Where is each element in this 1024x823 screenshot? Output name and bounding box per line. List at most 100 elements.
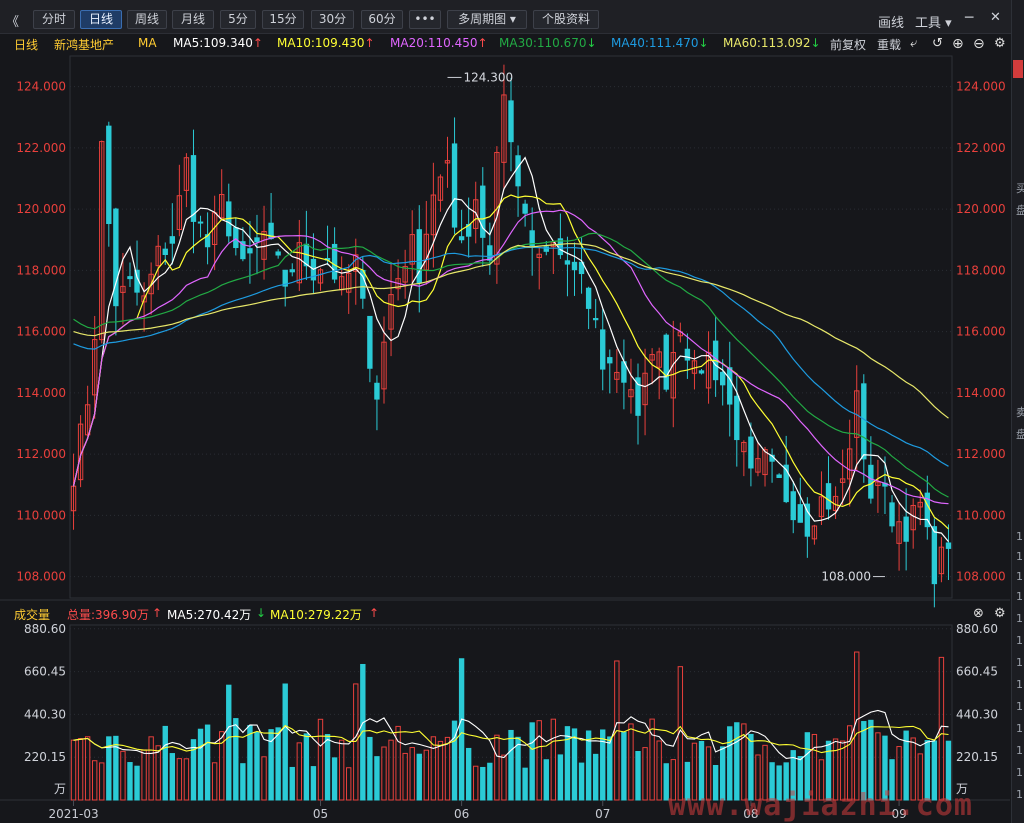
volume-bar-up bbox=[423, 749, 430, 801]
volume-bar-down bbox=[480, 766, 486, 801]
gear-icon[interactable]: ⚙ bbox=[994, 36, 1006, 51]
ma-legend-text: MA20:110.450 bbox=[390, 36, 478, 50]
zoom-in-icon[interactable]: ⊕ bbox=[952, 36, 964, 52]
period-tab-5[interactable]: 15分 bbox=[262, 10, 304, 29]
candle-down bbox=[719, 371, 726, 386]
x-tick-label: 06 bbox=[454, 807, 469, 821]
tools-menu[interactable]: 工具 ▾ bbox=[915, 16, 952, 31]
red-tab-icon[interactable] bbox=[1013, 60, 1023, 78]
candle-up bbox=[938, 546, 945, 575]
reload-button[interactable]: 重载 bbox=[877, 38, 902, 52]
volume-bar-up bbox=[818, 759, 825, 801]
minimize-icon[interactable]: ─ bbox=[965, 10, 974, 26]
candle-down bbox=[197, 221, 204, 224]
candle-up bbox=[896, 521, 902, 544]
candle-up bbox=[839, 478, 846, 483]
volume-bar-down bbox=[204, 724, 211, 801]
volume-bar-down bbox=[557, 754, 564, 801]
candle-up bbox=[811, 525, 818, 540]
volume-bar-down bbox=[783, 762, 789, 801]
volume-bar-down bbox=[804, 732, 811, 801]
price-tick-label-left: 120.000 bbox=[16, 202, 66, 216]
volume-bar-down bbox=[282, 683, 288, 801]
volume-bar-down bbox=[451, 720, 458, 801]
price-tick-label-left: 116.000 bbox=[16, 325, 66, 339]
ma-label[interactable]: MA bbox=[138, 36, 157, 50]
right-strip-glyph: 买 bbox=[1016, 180, 1024, 196]
candle-down bbox=[684, 348, 691, 361]
volume-label: 成交量 bbox=[14, 608, 51, 622]
right-strip-glyph: 1 bbox=[1016, 590, 1023, 603]
period-tab-9[interactable]: 多周期图 ▾ bbox=[447, 10, 527, 29]
candle-down bbox=[903, 516, 909, 542]
candle-down bbox=[331, 243, 338, 280]
volume-bar-up bbox=[839, 740, 846, 801]
price-tick-label-left: 108.000 bbox=[16, 570, 66, 584]
collapse-icon[interactable]: 《 bbox=[6, 15, 20, 30]
period-tab-1[interactable]: 日线 bbox=[80, 10, 122, 29]
close-panel-icon[interactable]: ⊗ bbox=[973, 606, 984, 621]
right-strip-glyph: 1 bbox=[1016, 722, 1023, 735]
candle-up bbox=[614, 371, 620, 380]
candle-down bbox=[698, 370, 705, 374]
volume-bar-up bbox=[649, 718, 655, 801]
period-tab-6[interactable]: 30分 bbox=[311, 10, 354, 29]
volume-bar-up bbox=[762, 744, 768, 801]
draw-menu[interactable]: 画线 bbox=[878, 16, 905, 31]
ma-legend-text: MA10:109.430 bbox=[277, 36, 365, 50]
candle-down bbox=[204, 234, 211, 248]
volume-bar-down bbox=[247, 725, 253, 801]
candle-down bbox=[374, 382, 380, 400]
volume-bar-up bbox=[875, 732, 881, 801]
undo-icon[interactable]: ⤶ bbox=[910, 36, 918, 51]
volume-ma10-line bbox=[73, 724, 949, 754]
volume-total-arrow: ↑ bbox=[152, 606, 163, 620]
volume-bar-up bbox=[381, 746, 387, 801]
candle-down bbox=[804, 503, 811, 537]
right-strip-glyph: 1 bbox=[1016, 530, 1023, 543]
candle-down bbox=[240, 241, 246, 260]
adjust-button[interactable]: 前复权 bbox=[830, 38, 867, 52]
period-tab-3[interactable]: 月线 bbox=[172, 10, 214, 29]
candle-down bbox=[289, 269, 295, 273]
volume-bar-down bbox=[367, 736, 373, 801]
volume-bar-down bbox=[571, 728, 578, 801]
period-tab-0[interactable]: 分时 bbox=[33, 10, 75, 29]
candle-up bbox=[409, 234, 415, 265]
volume-bar-down bbox=[331, 757, 338, 801]
volume-bar-up bbox=[444, 736, 451, 801]
ma-legend-arrow: ↑ bbox=[477, 36, 488, 50]
candle-up bbox=[917, 501, 923, 508]
volume-bar-down bbox=[924, 740, 930, 801]
volume-bar-down bbox=[797, 756, 803, 801]
volume-bar-up bbox=[353, 683, 359, 801]
period-tab-10[interactable]: 个股资料 bbox=[533, 10, 599, 29]
candle-down bbox=[275, 251, 281, 256]
volume-bar-down bbox=[515, 736, 521, 801]
period-tab-2[interactable]: 周线 bbox=[127, 10, 167, 29]
price-tick-label-right: 108.000 bbox=[956, 570, 1006, 584]
period-tab-7[interactable]: 60分 bbox=[361, 10, 403, 29]
candle-up bbox=[642, 372, 648, 406]
period-tab-8[interactable]: ••• bbox=[409, 10, 441, 29]
candle-down bbox=[127, 276, 133, 280]
period-tab-4[interactable]: 5分 bbox=[220, 10, 256, 29]
volume-bar-down bbox=[727, 726, 733, 801]
right-strip-glyph: 1 bbox=[1016, 788, 1023, 801]
close-icon[interactable]: ✕ bbox=[990, 10, 1001, 25]
ma20-line bbox=[72, 209, 949, 505]
candle-down bbox=[113, 208, 119, 307]
volume-bar-down bbox=[268, 729, 274, 801]
candle-up bbox=[437, 176, 444, 201]
candle-up bbox=[84, 404, 91, 436]
period-label: 日线 bbox=[14, 38, 39, 52]
ma-legend-item-1: MA10:109.430↑ bbox=[277, 36, 375, 50]
ma-lines bbox=[72, 156, 949, 542]
zoom-out-icon[interactable]: ⊖ bbox=[973, 36, 985, 52]
volume-bar-up bbox=[642, 747, 648, 801]
volume-unit-left: 万 bbox=[54, 782, 66, 796]
volume-bar-down bbox=[529, 722, 535, 801]
volume-gear-icon[interactable]: ⚙ bbox=[994, 606, 1006, 621]
redo-icon[interactable]: ↺ bbox=[932, 36, 943, 51]
